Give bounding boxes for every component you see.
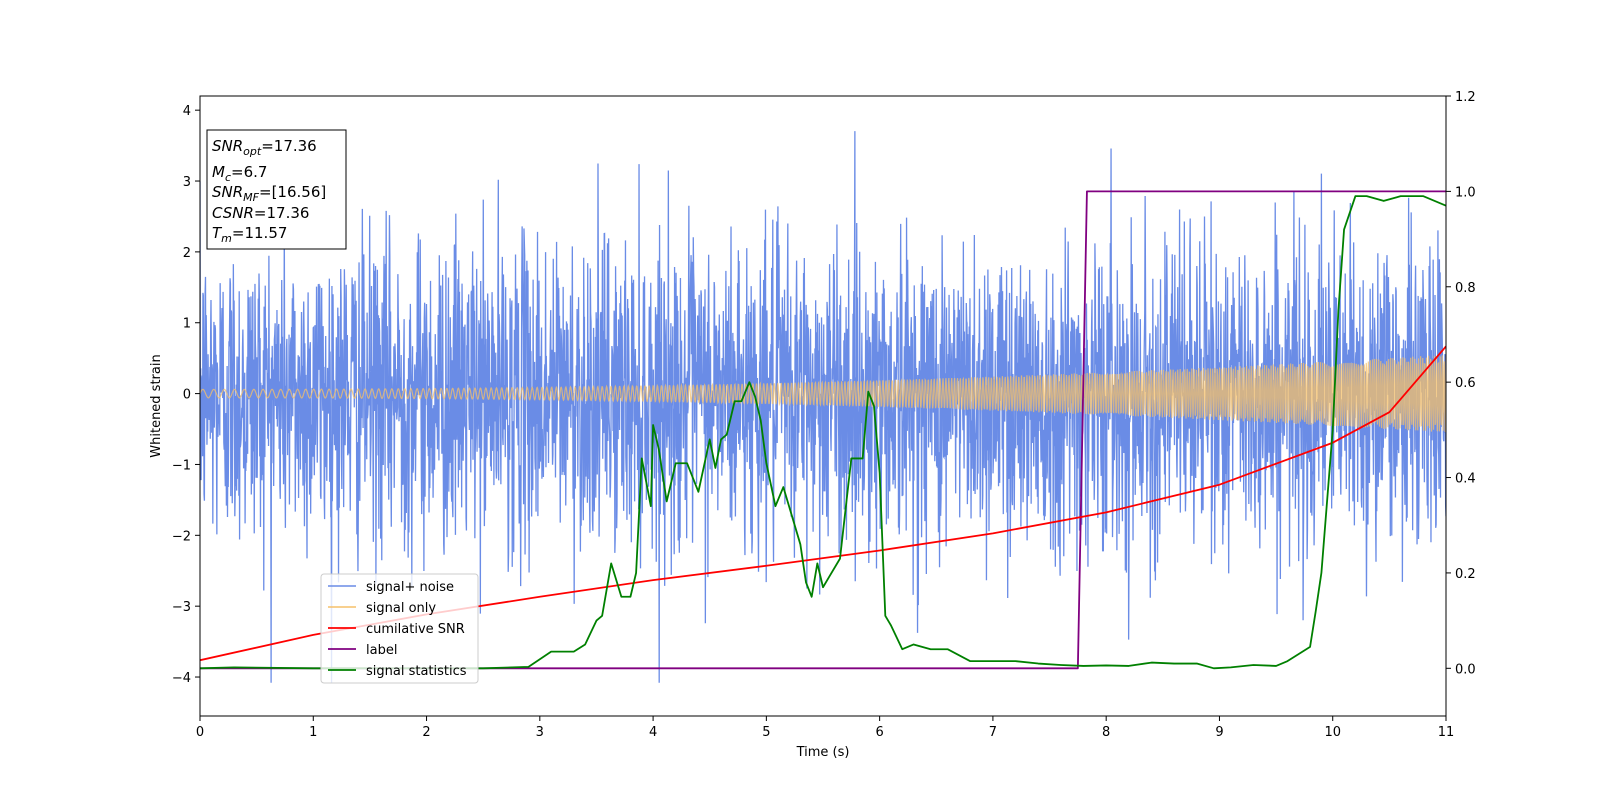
legend-label: signal+ noise [366,580,454,595]
y-tick-label: 3 [183,175,191,190]
info-line: Mc=6.7 [212,163,267,184]
x-tick-label: 0 [196,725,204,740]
y-tick-label: −2 [172,529,191,544]
info-box: SNRopt=17.36 Mc=6.7SNRMF=[16.56]CSNR=17.3… [206,129,347,250]
y2-tick-label: 0.6 [1455,376,1476,391]
legend-label: signal statistics [366,664,467,679]
y-tick-label: −4 [172,671,191,686]
y2-tick-label: 0.2 [1455,567,1476,582]
y2-tick-label: 1.0 [1455,185,1476,200]
y2-tick-label: 1.2 [1455,90,1476,105]
series-signal-noise [200,131,1446,683]
y-axis-label: Whitened strain [149,354,164,457]
info-line: CSNR=17.36 [212,204,309,222]
x-tick-label: 1 [309,725,317,740]
series-signal-only [200,355,1446,433]
x-tick-label: 5 [762,725,770,740]
info-line: Tm=11.57 [212,224,287,245]
plot-frame [199,95,1447,717]
x-tick-label: 4 [649,725,657,740]
x-tick-label: 11 [1438,725,1455,740]
legend-label: signal only [366,601,436,616]
y2-tick-label: 0.4 [1455,472,1476,487]
y-tick-label: −1 [172,458,191,473]
x-tick-label: 2 [422,725,430,740]
series-label [200,190,1446,670]
legend: signal+ noise signal only cumilative SNR la… [320,573,479,684]
series-signal-statistics [200,195,1446,670]
info-line: SNRMF=[16.56] [212,183,326,204]
y-tick-label: 0 [183,388,191,403]
y-tick-label: 2 [183,246,191,261]
info-line: SNRopt=17.36 [212,137,317,158]
legend-label: cumilative SNR [366,622,465,637]
x-tick-label: 9 [1215,725,1223,740]
y-tick-label: 1 [183,317,191,332]
y-tick-label: 4 [183,104,191,119]
legend-label: label [366,643,397,658]
x-tick-label: 7 [989,725,997,740]
x-axis-label: Time (s) [796,745,850,760]
x-tick-label: 3 [536,725,544,740]
x-tick-label: 8 [1102,725,1110,740]
y-tick-label: −3 [172,600,191,615]
y2-tick-label: 0.8 [1455,281,1476,296]
x-tick-label: 6 [875,725,883,740]
x-tick-label: 10 [1324,725,1341,740]
y2-tick-label: 0.0 [1455,662,1476,677]
